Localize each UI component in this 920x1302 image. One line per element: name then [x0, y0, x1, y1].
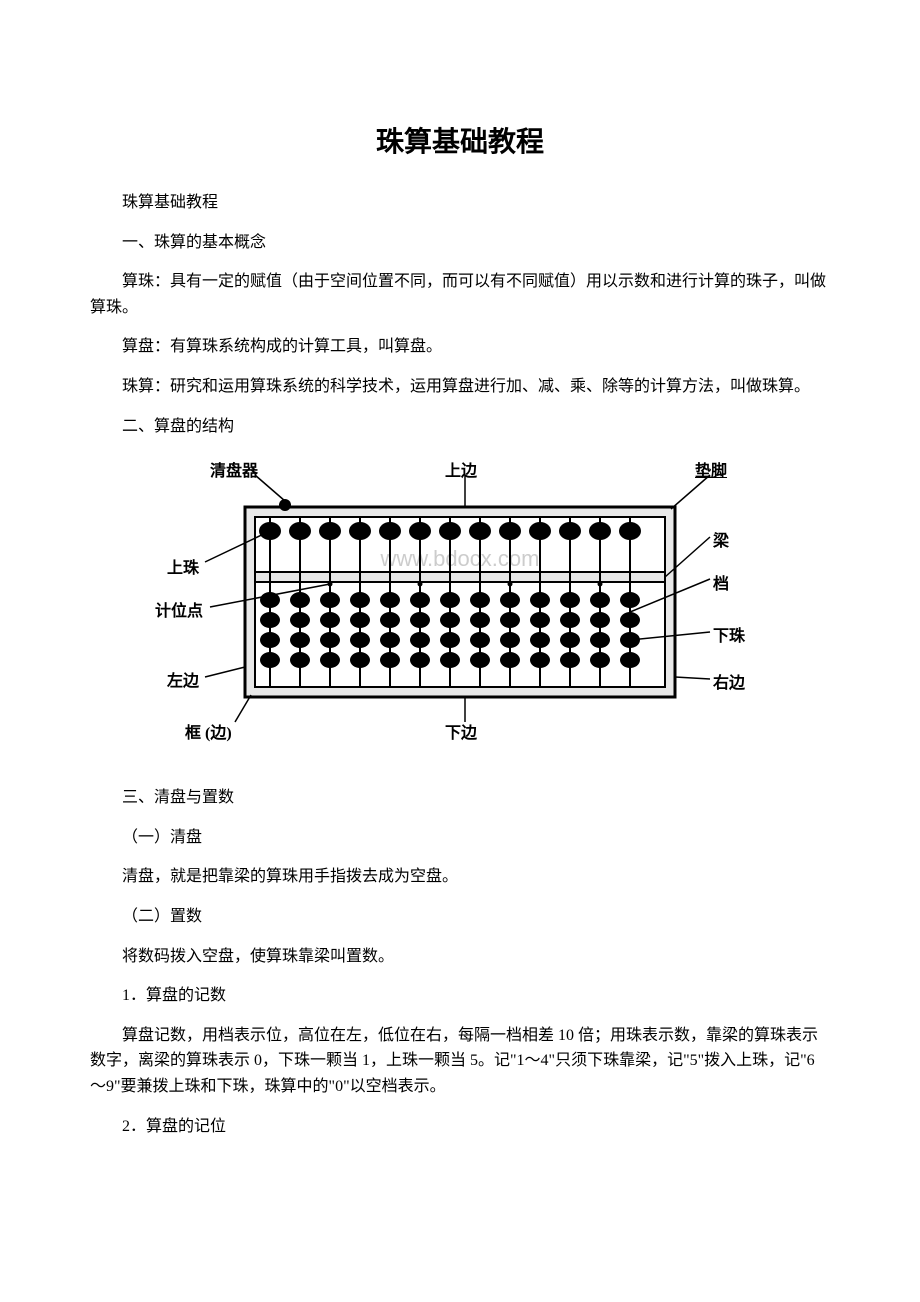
item-jishu: 1．算盘的记数 [90, 983, 830, 1009]
paragraph-zhishu: 将数码拨入空盘，使算珠靠梁叫置数。 [90, 944, 830, 970]
abacus-svg: www.bdocx.com [155, 457, 765, 757]
subheading-qingpan: （一）清盘 [90, 825, 830, 851]
page-title: 珠算基础教程 [90, 120, 830, 160]
label-dang: 档 [713, 570, 729, 594]
abacus-diagram: www.bdocx.com 清盘器 上边 垫脚 梁 上珠 档 计位点 下珠 左边… [155, 457, 765, 757]
paragraph-jishu: 算盘记数，用档表示位，高位在左，低位在右，每隔一档相差 10 倍；用珠表示数，靠… [90, 1023, 830, 1100]
heading-structure: 二、算盘的结构 [90, 414, 830, 440]
label-youbian: 右边 [713, 669, 745, 693]
item-jiwei: 2．算盘的记位 [90, 1114, 830, 1140]
label-dianjiao: 垫脚 [695, 457, 727, 481]
label-xiabian: 下边 [445, 719, 477, 743]
paragraph-suanzhu: 算珠：具有一定的赋值（由于空间位置不同，而可以有不同赋值）用以示数和进行计算的珠… [90, 269, 830, 320]
paragraph-zhusuan: 珠算：研究和运用算珠系统的科学技术，运用算盘进行加、减、乘、除等的计算方法，叫做… [90, 374, 830, 400]
subheading-zhishu: （二）置数 [90, 904, 830, 930]
svg-text:www.bdocx.com: www.bdocx.com [380, 546, 540, 571]
heading-concepts: 一、珠算的基本概念 [90, 230, 830, 256]
label-shangzhu: 上珠 [167, 554, 199, 578]
label-jiweidian: 计位点 [155, 597, 203, 621]
label-shangbian: 上边 [445, 457, 477, 481]
label-qingpanqi: 清盘器 [210, 457, 258, 481]
paragraph-qingpan: 清盘，就是把靠梁的算珠用手指拨去成为空盘。 [90, 864, 830, 890]
label-xiazhu: 下珠 [713, 622, 745, 646]
label-liang: 梁 [713, 527, 729, 551]
paragraph-suanpan: 算盘：有算珠系统构成的计算工具，叫算盘。 [90, 334, 830, 360]
heading-qingpan-zhishu: 三、清盘与置数 [90, 785, 830, 811]
paragraph-subtitle: 珠算基础教程 [90, 190, 830, 216]
label-kuangbian: 框 (边) [185, 719, 232, 743]
label-zuobian: 左边 [167, 667, 199, 691]
